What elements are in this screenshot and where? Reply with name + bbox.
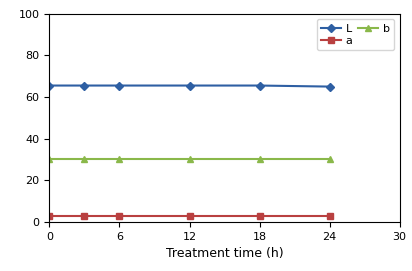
L [82, 84, 87, 87]
L [327, 85, 332, 88]
L [47, 84, 52, 87]
b [257, 157, 262, 160]
b [47, 157, 52, 160]
X-axis label: Treatment time (h): Treatment time (h) [166, 247, 283, 260]
L [187, 84, 192, 87]
a [117, 214, 122, 218]
a [47, 214, 52, 218]
a [327, 214, 332, 218]
Line: L: L [47, 83, 332, 89]
Line: a: a [47, 213, 332, 219]
b [187, 157, 192, 160]
a [82, 214, 87, 218]
b [327, 157, 332, 160]
a [187, 214, 192, 218]
a [257, 214, 262, 218]
L [257, 84, 262, 87]
b [117, 157, 122, 160]
Line: b: b [46, 155, 333, 162]
Legend: L, a, b, : L, a, b, [317, 19, 394, 50]
L [117, 84, 122, 87]
b [82, 157, 87, 160]
